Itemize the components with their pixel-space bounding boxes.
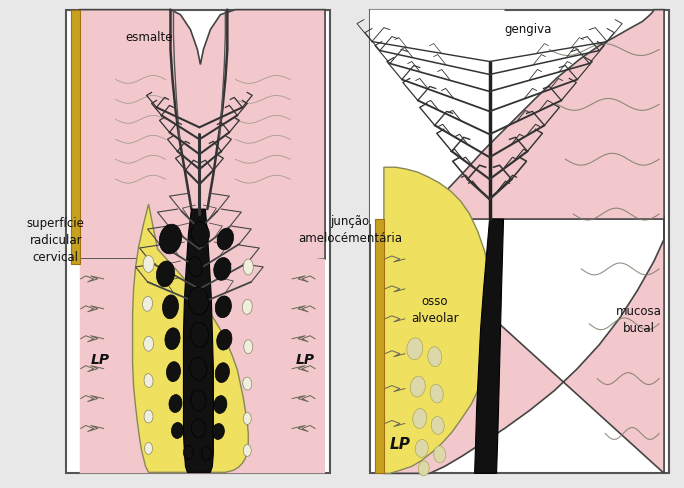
Ellipse shape	[244, 445, 251, 456]
Ellipse shape	[143, 256, 154, 273]
Ellipse shape	[430, 385, 443, 403]
Text: LP: LP	[91, 352, 110, 366]
Polygon shape	[475, 220, 503, 473]
Ellipse shape	[192, 222, 209, 247]
Text: LP: LP	[295, 352, 315, 366]
Text: mucosa
bucal: mucosa bucal	[616, 304, 662, 334]
Ellipse shape	[217, 229, 233, 250]
Ellipse shape	[165, 328, 180, 350]
Polygon shape	[370, 11, 505, 224]
Ellipse shape	[428, 347, 442, 367]
Bar	[66, 11, 330, 473]
Ellipse shape	[431, 417, 444, 434]
Ellipse shape	[244, 340, 253, 354]
Polygon shape	[384, 168, 492, 473]
Polygon shape	[183, 210, 213, 472]
Ellipse shape	[214, 396, 227, 414]
Text: osso
alveolar: osso alveolar	[411, 294, 458, 324]
Ellipse shape	[213, 258, 231, 281]
Ellipse shape	[142, 297, 153, 312]
Polygon shape	[415, 11, 664, 220]
Ellipse shape	[410, 376, 425, 397]
Ellipse shape	[190, 358, 207, 380]
Ellipse shape	[215, 296, 231, 318]
Polygon shape	[384, 218, 664, 473]
Ellipse shape	[217, 330, 232, 350]
Text: LP: LP	[389, 436, 410, 451]
Bar	[375, 220, 384, 473]
Ellipse shape	[163, 295, 179, 319]
Bar	[370, 11, 669, 473]
Ellipse shape	[215, 363, 229, 383]
Text: esmalte: esmalte	[126, 31, 173, 43]
Ellipse shape	[419, 461, 430, 476]
Ellipse shape	[242, 300, 252, 315]
Text: junção
amelocémentária: junção amelocémentária	[298, 215, 402, 244]
Ellipse shape	[157, 262, 174, 287]
Ellipse shape	[244, 413, 251, 425]
Ellipse shape	[407, 338, 423, 360]
Ellipse shape	[188, 258, 202, 277]
Ellipse shape	[144, 337, 153, 351]
Text: superfície
radicular
cervical: superfície radicular cervical	[27, 216, 85, 263]
Ellipse shape	[243, 377, 252, 390]
Ellipse shape	[244, 260, 253, 275]
Bar	[70, 11, 80, 264]
Polygon shape	[80, 11, 325, 260]
Ellipse shape	[144, 410, 153, 423]
Ellipse shape	[144, 374, 153, 388]
Ellipse shape	[415, 440, 428, 457]
Ellipse shape	[183, 446, 194, 459]
Ellipse shape	[188, 287, 209, 315]
Ellipse shape	[434, 446, 446, 463]
Ellipse shape	[144, 443, 153, 454]
Ellipse shape	[159, 224, 181, 254]
Text: gengiva: gengiva	[505, 22, 552, 36]
Ellipse shape	[412, 409, 427, 428]
Ellipse shape	[191, 390, 206, 411]
Ellipse shape	[201, 447, 211, 461]
Ellipse shape	[192, 419, 205, 438]
Ellipse shape	[172, 423, 183, 439]
Ellipse shape	[166, 362, 181, 382]
Polygon shape	[80, 188, 325, 473]
Polygon shape	[133, 204, 248, 472]
Ellipse shape	[169, 395, 182, 413]
Ellipse shape	[190, 323, 209, 347]
Ellipse shape	[212, 424, 224, 440]
